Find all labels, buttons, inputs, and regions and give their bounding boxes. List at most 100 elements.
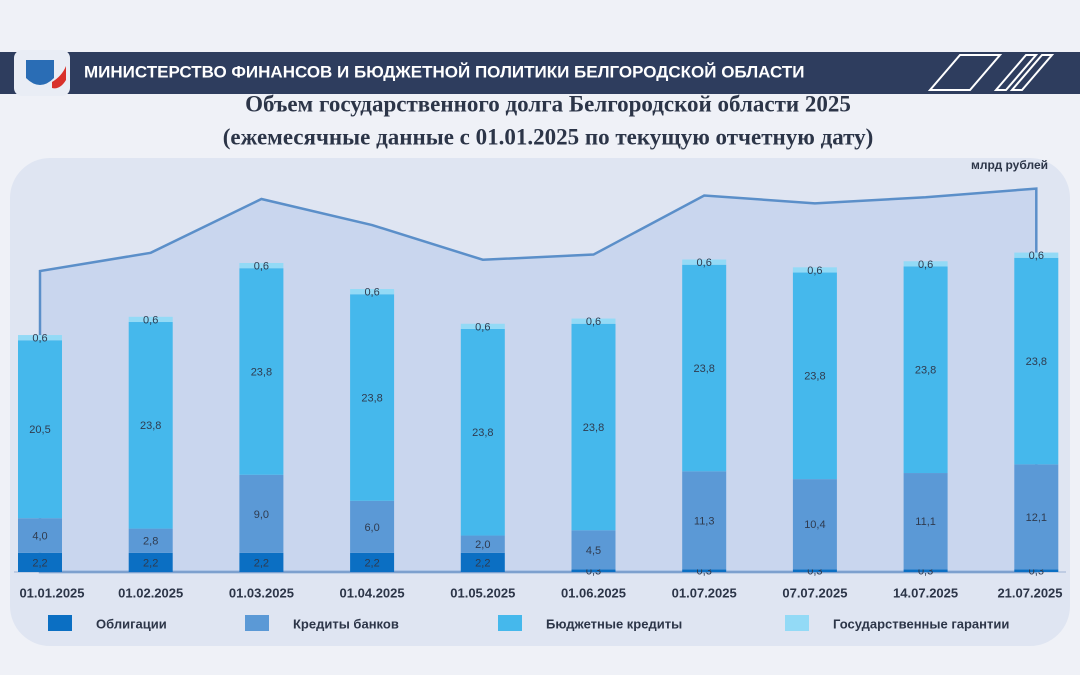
bar-segment [18,335,62,341]
bar-segment [239,552,284,572]
value-label: 10,4 [804,519,825,531]
bar-segment [571,323,616,531]
bar-segment [682,569,727,572]
value-label: 2,0 [475,539,490,551]
value-label: 23,8 [1026,356,1047,368]
legend-swatch [48,615,72,631]
x-tick-label: 21.07.2025 [997,585,1062,600]
value-label: 6,0 [364,522,379,534]
bar-segment [350,289,395,295]
bar-segment [239,262,284,269]
x-tick-label: 01.07.2025 [672,585,737,600]
unit-label: млрд рублей [971,158,1048,172]
bar-segment [792,267,837,273]
bar-segment [792,569,837,572]
legend-label: Кредиты банков [293,616,399,631]
chart-title: Объем государственного долга Белгородско… [245,91,851,116]
value-label: 23,8 [251,366,272,378]
value-label: 2,2 [32,557,47,569]
value-label: 20,5 [29,424,50,436]
bar-segment [128,552,173,572]
bar-segment [903,473,948,570]
bar-segment [128,322,173,529]
x-tick-label: 14.07.2025 [893,585,958,600]
bar-segment [18,518,62,553]
x-tick-label: 01.06.2025 [561,585,626,600]
bar-segment [792,272,837,480]
bar-segment [18,552,62,572]
bar-segment [239,474,284,553]
x-tick-label: 01.05.2025 [450,585,515,600]
legend-swatch [245,615,269,631]
value-label: 0,6 [364,287,379,299]
header-text: МИНИСТЕРСТВО ФИНАНСОВ И БЮДЖЕТНОЙ ПОЛИТИ… [84,62,804,81]
bar-segment [682,264,727,472]
bar-segment [1014,257,1059,465]
bar-segment [903,261,948,267]
value-label: 0,6 [918,259,933,271]
bar-segment [903,569,948,572]
logo-flag [52,66,66,89]
value-label: 0,6 [475,321,490,333]
value-label: 0,6 [143,314,158,326]
value-label: 0,6 [254,261,269,273]
bar-segment [792,479,837,570]
bar-segment [903,266,948,474]
header-band [0,52,1080,94]
bar-segment [350,552,395,572]
bar-segment [682,471,727,570]
bar-segment [239,268,284,475]
value-label: 2,2 [475,557,490,569]
legend-label: Бюджетные кредиты [546,616,682,631]
value-label: 2,2 [364,557,379,569]
bar-segment [460,323,505,329]
header-decoration [927,54,1055,91]
value-label: 23,8 [472,427,493,439]
value-label: 11,3 [694,515,715,527]
value-label: 9,0 [254,509,269,521]
value-label: 4,5 [586,545,601,557]
bar-segment [18,340,62,519]
value-label: 0,6 [697,257,712,269]
value-label: 2,8 [143,536,158,548]
x-tick-label: 07.07.2025 [782,585,847,600]
value-label: 0,6 [807,265,822,277]
bar-segment [571,530,616,570]
value-label: 23,8 [693,363,714,375]
bar-segment [128,528,173,553]
value-label: 23,8 [804,371,825,383]
logo-shield [26,60,54,85]
value-label: 23,8 [915,365,936,377]
bar-segment [571,318,616,324]
value-label: 2,2 [143,557,158,569]
x-tick-label: 01.04.2025 [340,585,405,600]
value-label: 23,8 [583,422,604,434]
legend-label: Облигации [96,616,167,631]
bar-segment [460,328,505,536]
bar-segment [460,535,505,553]
value-label: 23,8 [140,420,161,432]
bar-segment [1014,569,1059,572]
value-label: 4,0 [32,530,47,542]
x-tick-label: 01.02.2025 [118,585,183,600]
value-label: 12,1 [1026,512,1047,524]
bar-segment [350,500,395,553]
chart-subtitle: (ежемесячные данные с 01.01.2025 по теку… [223,124,874,149]
bar-segment [1014,464,1059,570]
bar-segment [460,552,505,572]
bar-segment [682,259,727,265]
bar-segment [1014,252,1059,258]
legend-label: Государственные гарантии [833,616,1009,631]
total-outline [38,187,1038,574]
value-label: 23,8 [361,392,382,404]
bar-segment [571,569,616,572]
value-label: 0,6 [586,316,601,328]
legend-swatch [785,615,809,631]
legend-swatch [498,615,522,631]
bar-segment [128,316,173,323]
x-tick-label: 01.03.2025 [229,585,294,600]
x-tick-label: 01.01.2025 [19,585,84,600]
value-label: 0,6 [32,333,47,345]
bar-segment [350,294,395,501]
